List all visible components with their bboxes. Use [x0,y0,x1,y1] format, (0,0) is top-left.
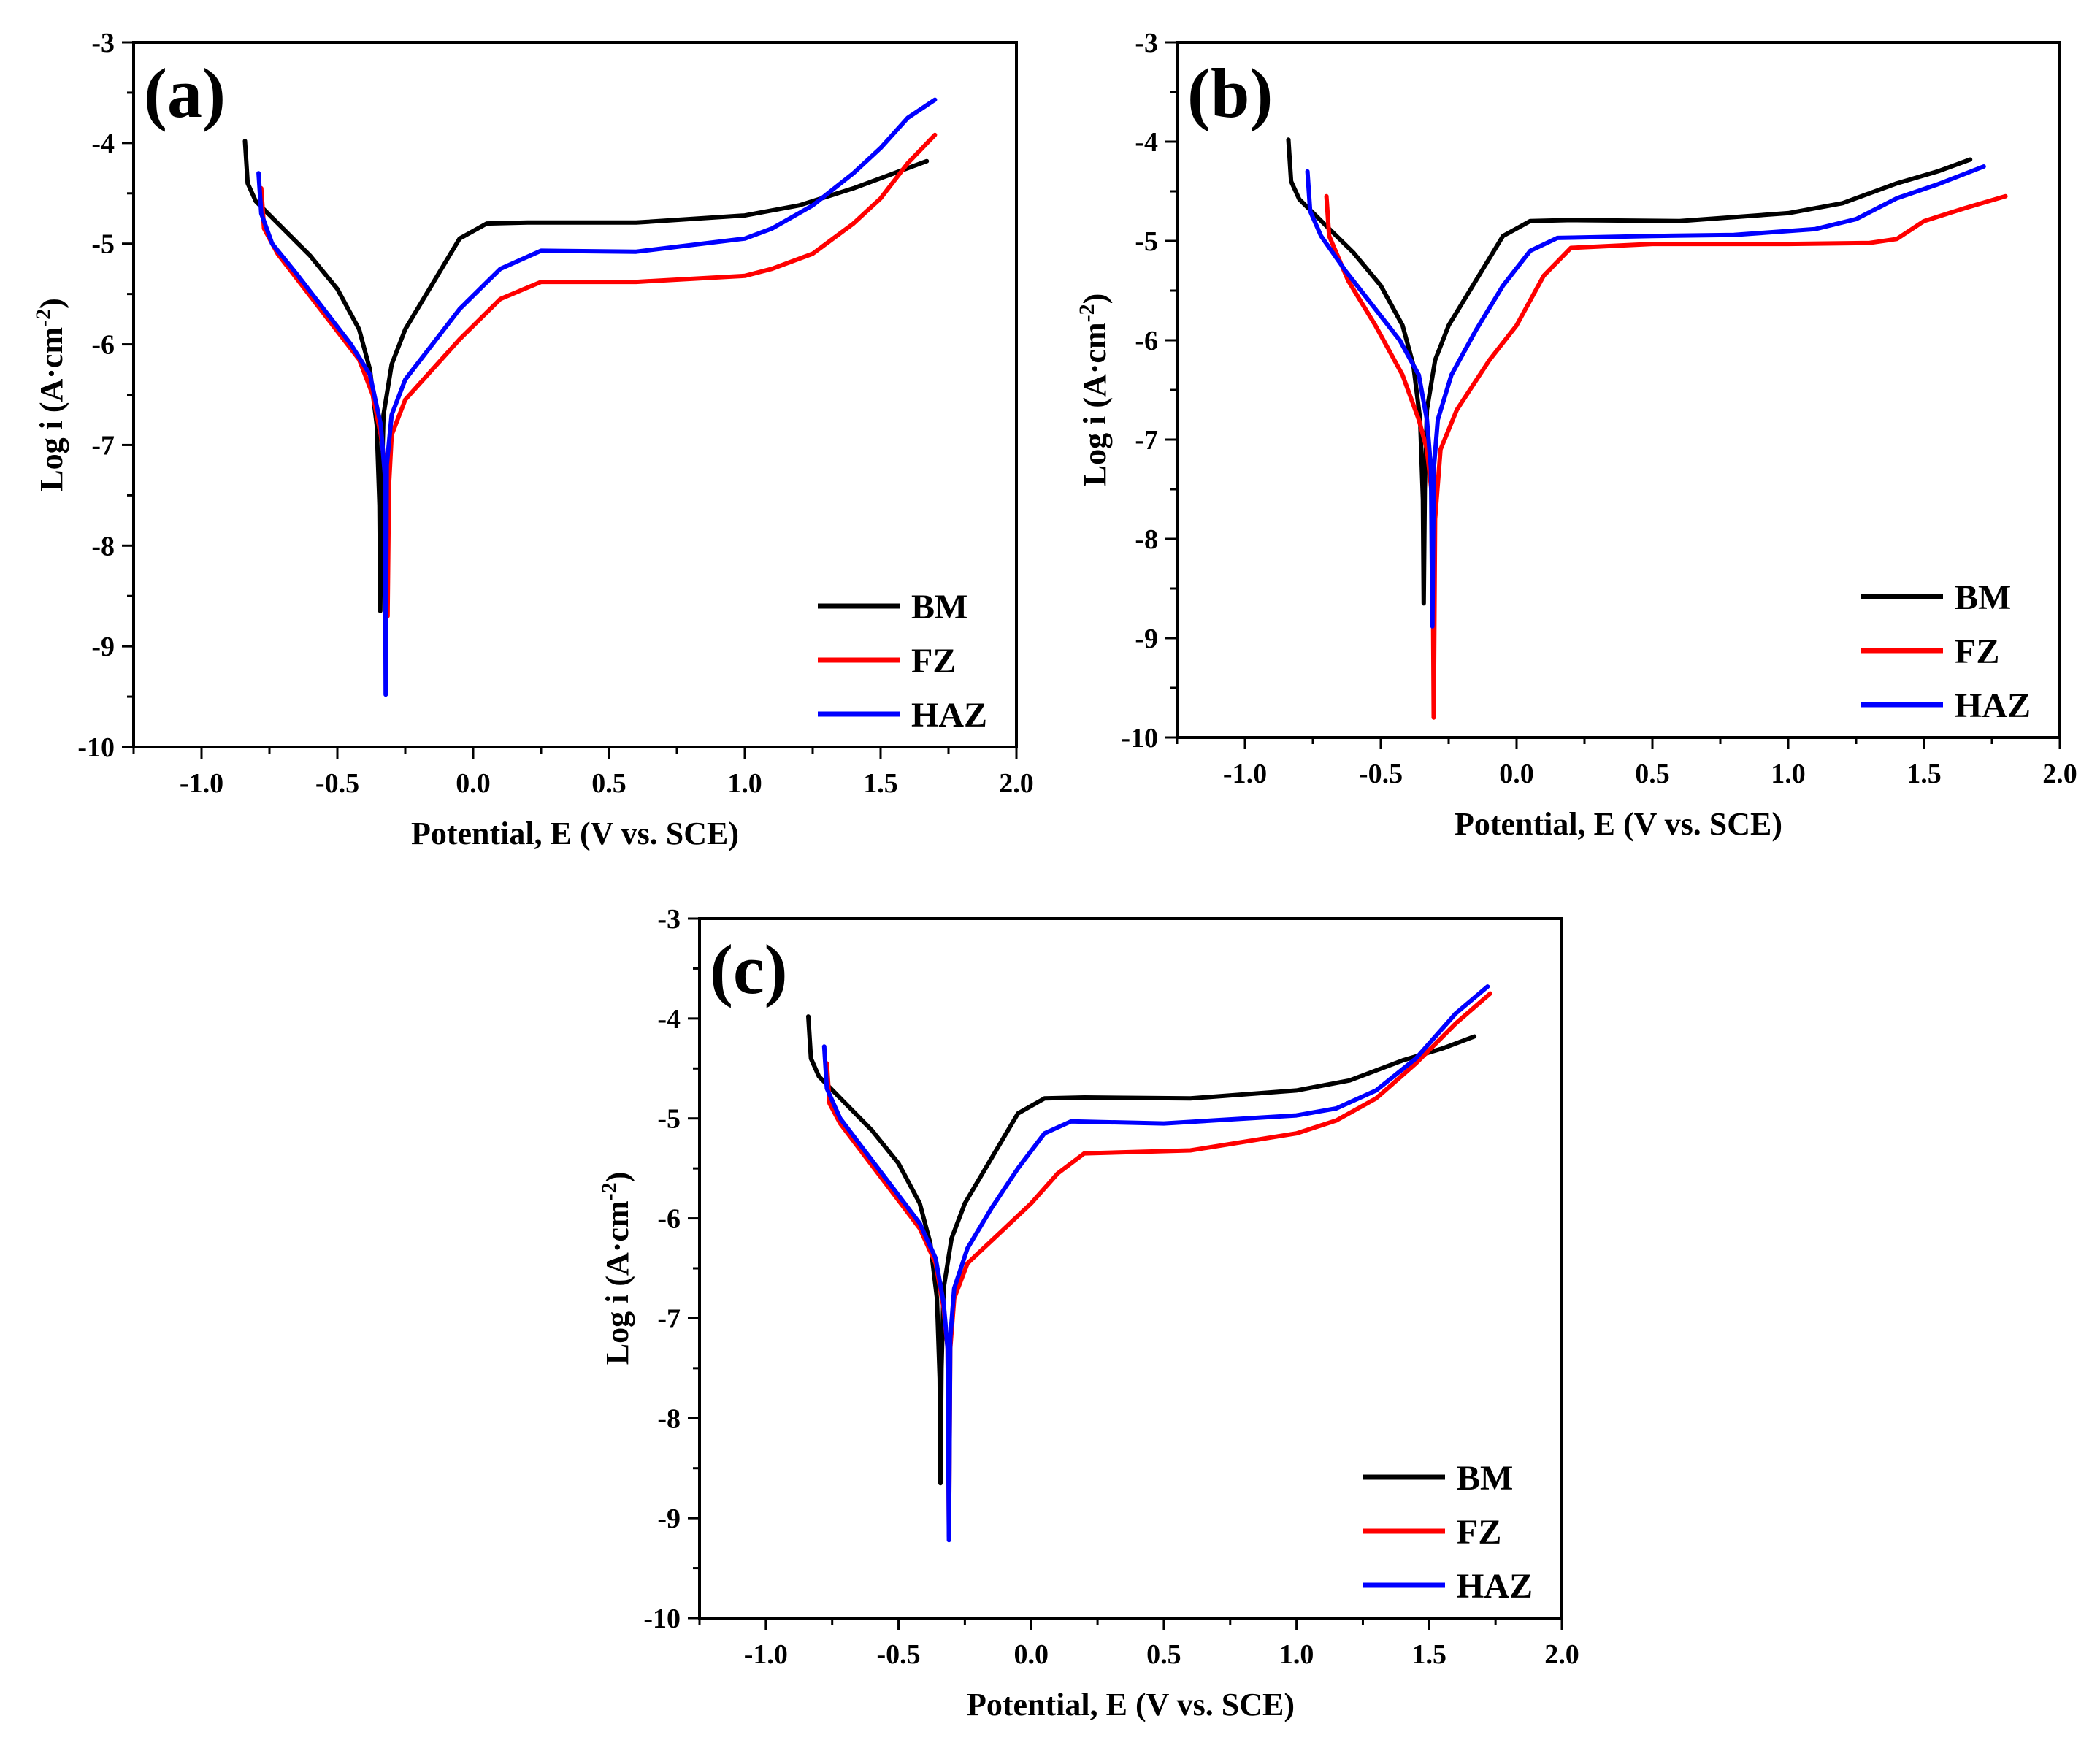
panel-label: (b) [1187,54,1273,132]
y-tick-label: -5 [91,229,115,260]
chart-panel-2: -1.0 -0.5 0.0 0.5 1.0 1.5 2.0 -3 -4 -5 -6 -7 -8 -9 -10… [597,904,1579,1722]
x-tick-label: 1.0 [1771,759,1806,789]
x-axis-title: Potential, E (V vs. SCE) [411,816,739,851]
x-tick-label: 1.0 [1279,1639,1314,1670]
x-tick-label: 0.0 [456,768,491,799]
x-tick-label: 1.5 [863,768,898,799]
y-tick-label: -5 [1135,226,1158,257]
plot-frame [132,41,1018,748]
legend-label-fz: FZ [1955,632,1999,671]
x-tick-label: -1.0 [1223,759,1267,789]
y-tick-label: -5 [657,1104,681,1135]
x-tick-label: -0.5 [876,1639,920,1670]
y-tick-label: -9 [657,1503,681,1534]
legend-label-bm: BM [1457,1459,1513,1498]
y-tick-label: -7 [1135,425,1158,456]
y-tick-label: -9 [91,632,115,662]
x-tick-label: 0.5 [1146,1639,1181,1670]
y-tick-label: -6 [657,1204,681,1235]
legend-label-bm: BM [911,588,967,626]
chart-panel-1: -1.0 -0.5 0.0 0.5 1.0 1.5 2.0 -3 -4 -5 -6 -7 -8 -9 -10… [1075,28,2077,842]
y-tick-label: -6 [1135,326,1158,356]
panel-label: (a) [144,54,226,132]
x-axis-title: Potential, E (V vs. SCE) [967,1687,1295,1722]
y-tick-label: -8 [657,1403,681,1434]
legend-label-fz: FZ [1457,1513,1501,1552]
y-tick-label: -3 [91,28,115,58]
chart-panel-0: -1.0 -0.5 0.0 0.5 1.0 1.5 2.0 -3 -4 -5 -6 -7 -8 -9 -10… [31,28,1034,851]
x-tick-label: 0.5 [591,768,626,799]
series-line-fz [824,991,1492,1538]
legend-label-haz: HAZ [911,696,987,735]
y-tick-label: -4 [1135,127,1158,158]
legend-label-haz: HAZ [1457,1567,1533,1606]
series-line-haz [1305,164,1986,629]
legend-label-bm: BM [1955,578,2011,617]
x-tick-label: -1.0 [744,1639,788,1670]
x-tick-label: 1.0 [727,768,762,799]
x-axis-title: Potential, E (V vs. SCE) [1455,806,1782,842]
y-tick-label: -8 [1135,524,1158,555]
legend-label-haz: HAZ [1955,686,2031,725]
y-axis-title: Log i (A·cm-2) [31,298,69,491]
y-tick-label: -6 [91,330,115,361]
x-tick-label: -0.5 [315,768,359,799]
x-tick-label: 0.0 [1499,759,1534,789]
x-tick-label: 1.5 [1907,759,1942,789]
y-axis-title: Log i (A·cm-2) [597,1172,635,1365]
series-line-haz [256,97,938,697]
series-line-haz [821,984,1490,1543]
x-tick-label: 2.0 [999,768,1034,799]
series-line-bm [1286,137,1973,606]
x-tick-label: 0.5 [1635,759,1670,789]
series-line-fz [1324,193,2008,720]
x-tick-label: 0.0 [1013,1639,1049,1670]
y-tick-label: -8 [91,531,115,562]
y-tick-label: -10 [643,1603,681,1634]
y-tick-label: -10 [1121,723,1158,754]
y-tick-label: -3 [657,904,681,935]
y-tick-label: -4 [91,129,115,159]
y-tick-label: -10 [77,732,115,763]
x-tick-label: -0.5 [1359,759,1403,789]
panel-label: (c) [710,930,788,1008]
legend-label-fz: FZ [911,642,956,681]
series-line-bm [806,1014,1477,1486]
series-line-bm [242,139,930,613]
y-tick-label: -7 [657,1303,681,1334]
plot-frame [1176,41,2061,739]
plot-frame [698,917,1563,1620]
y-tick-label: -3 [1135,28,1158,58]
x-tick-label: 1.5 [1412,1639,1447,1670]
y-axis-title: Log i (A·cm-2) [1075,294,1113,487]
y-tick-label: -7 [91,430,115,461]
series-line-fz [258,132,938,618]
x-tick-label: 2.0 [1544,1639,1579,1670]
x-tick-label: 2.0 [2042,759,2077,789]
y-tick-label: -9 [1135,624,1158,654]
x-tick-label: -1.0 [180,768,223,799]
y-tick-label: -4 [657,1004,681,1035]
